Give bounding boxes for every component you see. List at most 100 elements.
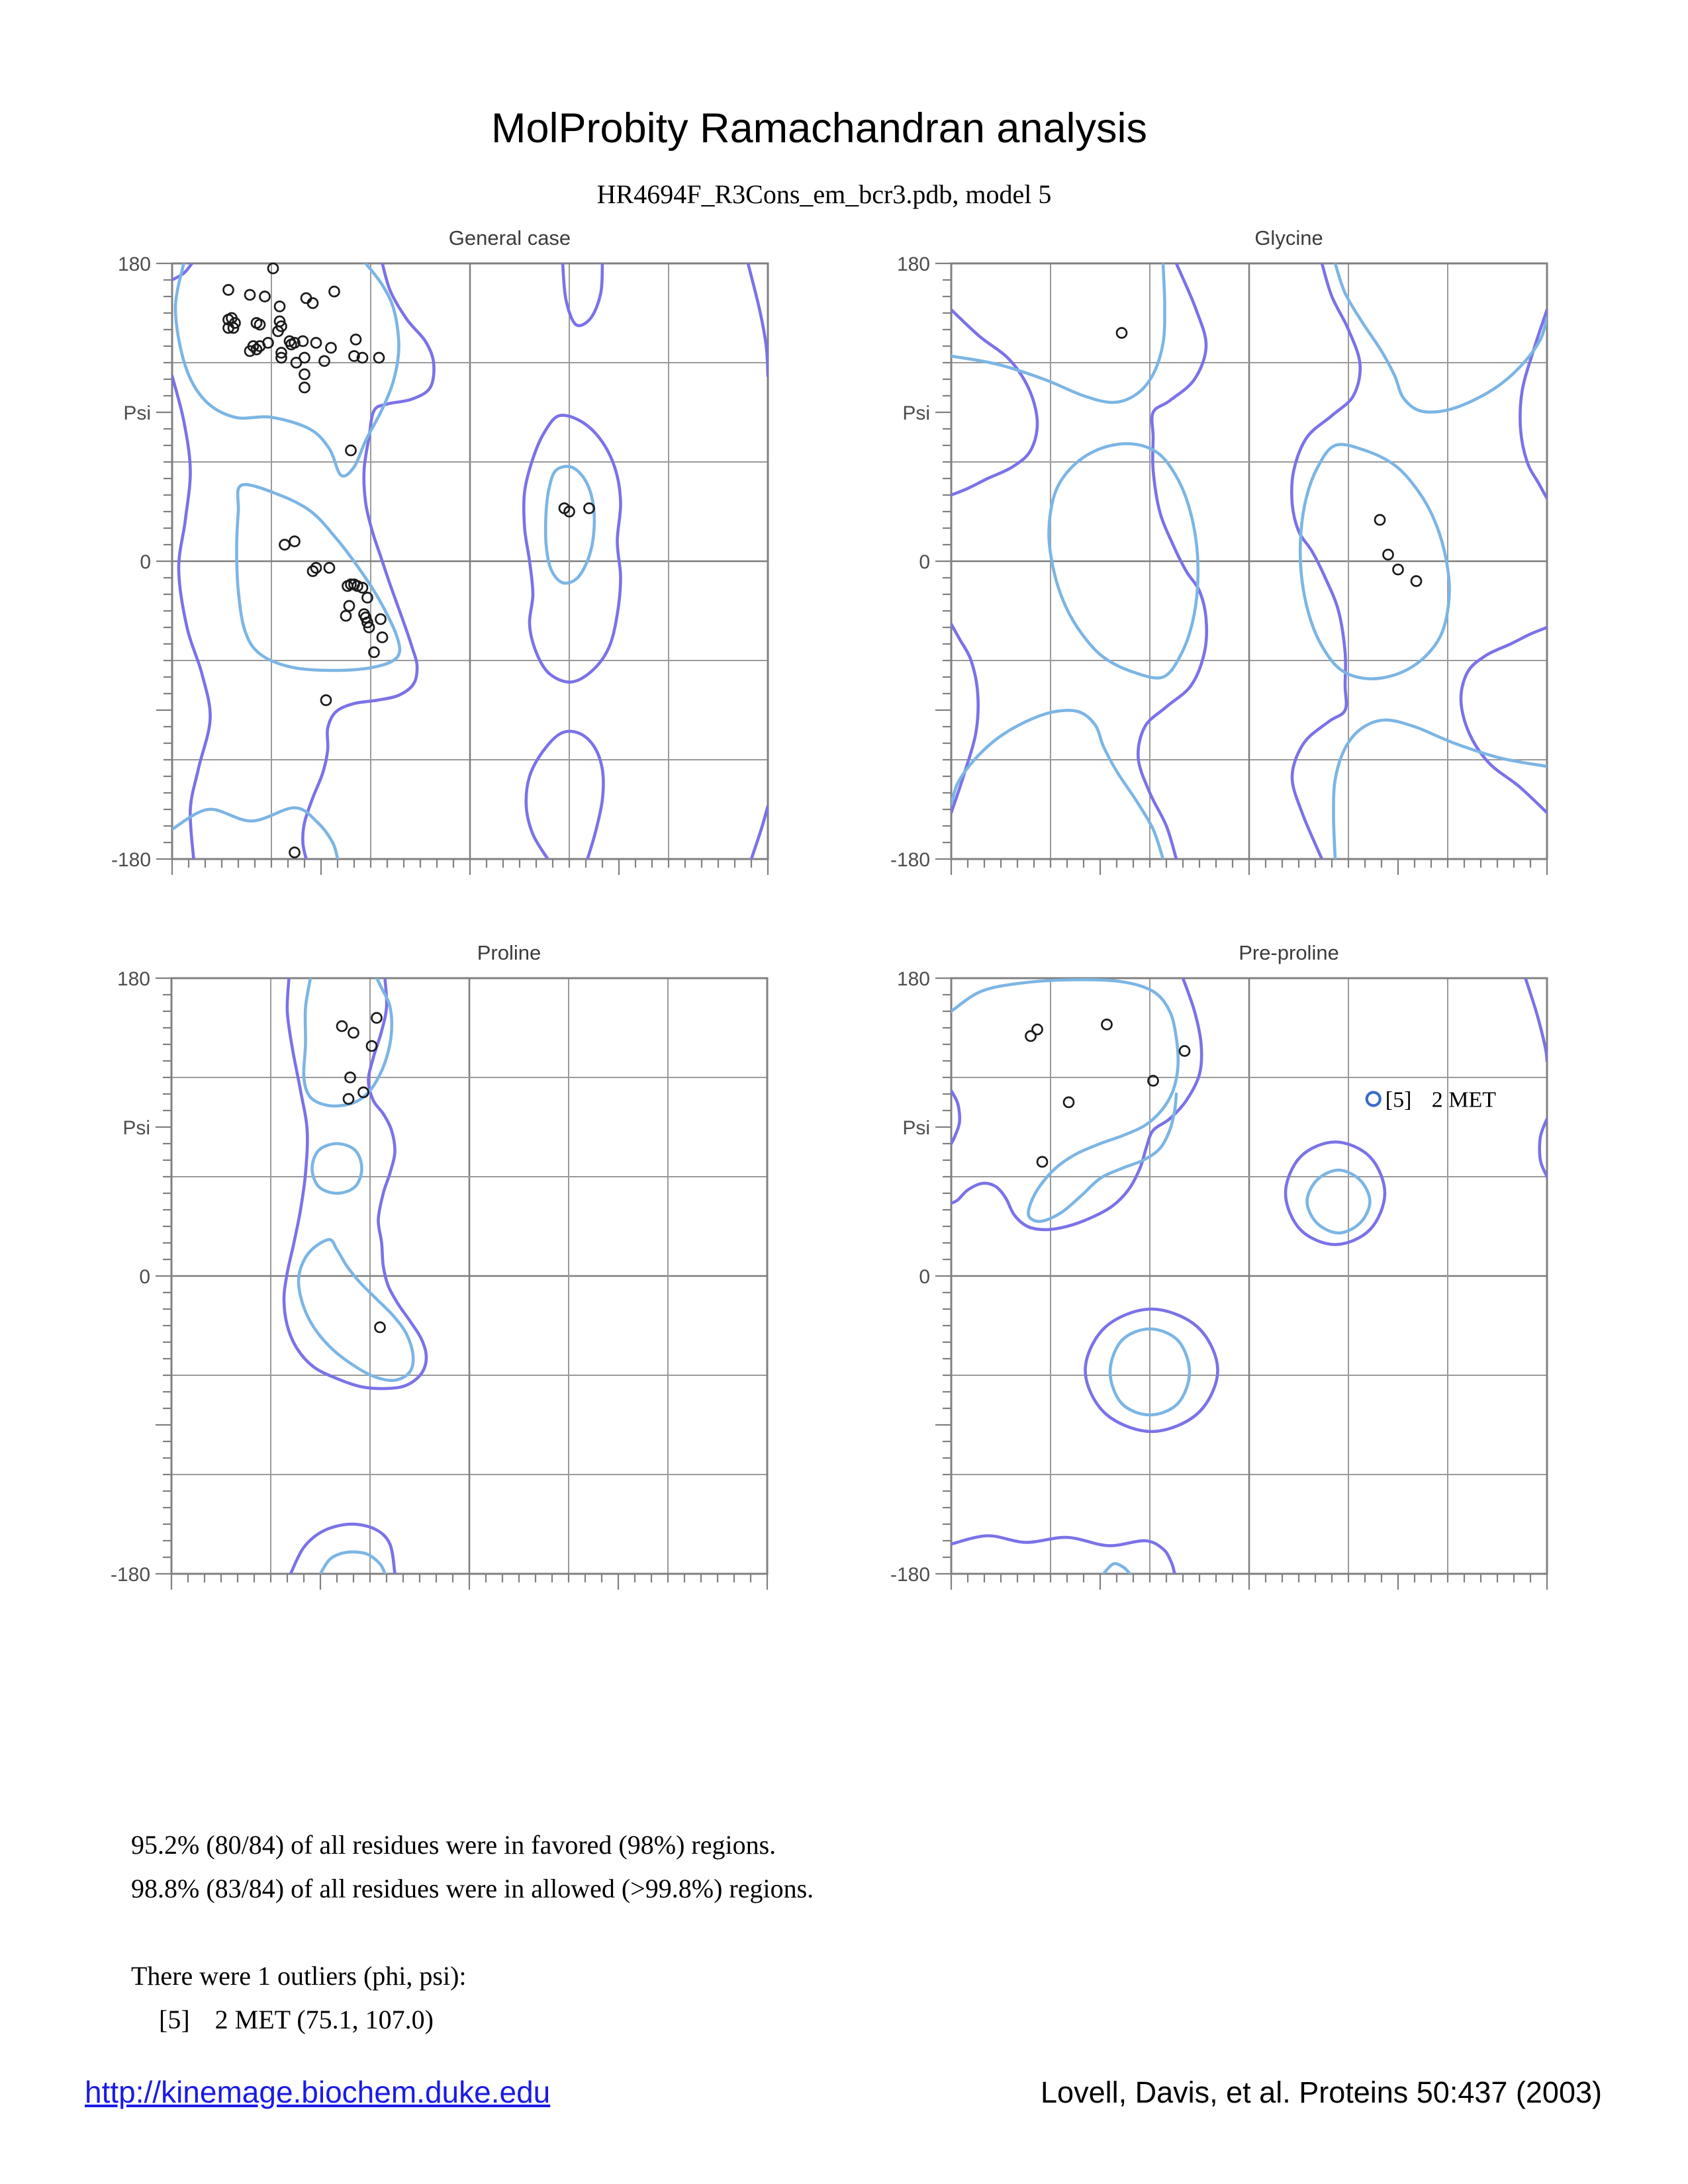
residue-point bbox=[289, 846, 301, 858]
residue-point bbox=[318, 355, 330, 367]
residue-point bbox=[275, 351, 287, 364]
residue-point bbox=[356, 582, 369, 594]
residue-point bbox=[350, 334, 362, 345]
y-tick-label: Psi bbox=[123, 402, 151, 424]
residue-point bbox=[345, 444, 357, 457]
y-tick-label: -180 bbox=[890, 1564, 930, 1586]
residue-point bbox=[222, 284, 234, 296]
residue-point bbox=[352, 580, 363, 592]
residue-point bbox=[1101, 1019, 1113, 1030]
contour-allowed bbox=[524, 729, 605, 859]
contour-favored bbox=[1298, 443, 1451, 680]
residue-point bbox=[375, 613, 387, 625]
contour-allowed bbox=[749, 804, 768, 859]
contour-allowed bbox=[301, 263, 436, 859]
residue-point bbox=[310, 337, 322, 349]
contour-favored bbox=[297, 1238, 415, 1383]
grid bbox=[951, 263, 1547, 859]
y-tick-label: 0 bbox=[919, 1266, 930, 1288]
residue-point bbox=[348, 1026, 359, 1039]
contour-favored bbox=[951, 709, 1165, 859]
residue-point bbox=[371, 1012, 383, 1024]
model-subtitle: HR4694F_R3Cons_em_bcr3.pdb, model 5 bbox=[596, 179, 1052, 209]
residue-point bbox=[299, 351, 310, 364]
y-tick-label: 0 bbox=[139, 1266, 150, 1288]
contour-allowed bbox=[172, 263, 194, 282]
residue-point bbox=[306, 297, 319, 309]
residue-point bbox=[299, 368, 310, 381]
contour-allowed bbox=[1284, 1140, 1387, 1246]
contour-favored bbox=[951, 263, 1166, 404]
grid bbox=[171, 978, 767, 1574]
residue-point bbox=[227, 322, 240, 334]
contour-favored bbox=[1332, 718, 1547, 859]
residue-point bbox=[247, 340, 259, 352]
residue-point bbox=[222, 322, 234, 334]
axis-ticks bbox=[156, 977, 769, 1590]
residue-point bbox=[267, 262, 279, 275]
residue-point bbox=[289, 535, 301, 547]
residue-point bbox=[1025, 1030, 1037, 1042]
axis-ticks bbox=[935, 262, 1548, 875]
allowed-stats-line: 98.8% (83/84) of all residues were in al… bbox=[131, 1874, 814, 1903]
residue-point bbox=[336, 1020, 348, 1032]
residue-point bbox=[374, 1321, 386, 1334]
residue-point bbox=[306, 565, 319, 577]
residue-point bbox=[1115, 327, 1128, 339]
contour-allowed bbox=[561, 263, 604, 328]
data-points bbox=[1025, 1019, 1191, 1168]
page-title: MolProbity Ramachandran analysis bbox=[491, 105, 1147, 152]
residue-point bbox=[254, 318, 266, 331]
plot-title: Glycine bbox=[1254, 226, 1323, 250]
residue-point bbox=[348, 350, 360, 362]
contour-favored bbox=[1305, 1168, 1372, 1235]
contour-allowed bbox=[951, 1089, 962, 1146]
residue-point bbox=[361, 592, 373, 604]
residue-point bbox=[254, 340, 266, 352]
kinemage-link[interactable]: http://kinemage.biochem.duke.edu bbox=[85, 2075, 551, 2109]
contour-favored bbox=[1102, 1562, 1132, 1574]
y-tick-label: Psi bbox=[902, 1117, 930, 1139]
residue-point bbox=[1036, 1156, 1049, 1168]
residue-point bbox=[361, 616, 373, 629]
contour-allowed bbox=[951, 308, 1039, 497]
contour-favored bbox=[1108, 1327, 1192, 1417]
residue-point bbox=[363, 621, 375, 633]
contour-allowed bbox=[172, 374, 212, 859]
residue-point bbox=[368, 646, 380, 659]
residue-point bbox=[356, 351, 369, 364]
contour-favored bbox=[1047, 442, 1200, 680]
contour-allowed bbox=[1289, 263, 1362, 859]
outlier-marker-label: 2 MET bbox=[1432, 1088, 1497, 1113]
plot-title: Pre-proline bbox=[1239, 941, 1339, 964]
residue-point bbox=[1031, 1023, 1043, 1036]
contour-favored bbox=[318, 1550, 387, 1574]
grid bbox=[172, 263, 768, 859]
contour-allowed bbox=[1524, 978, 1547, 1063]
contour-favored bbox=[543, 465, 596, 585]
residue-point bbox=[300, 292, 312, 304]
outliers-header: There were 1 outliers (phi, psi): bbox=[131, 1961, 467, 1991]
residue-point bbox=[343, 600, 355, 612]
contour-allowed bbox=[1519, 308, 1547, 500]
data-points bbox=[1115, 327, 1423, 587]
residue-point bbox=[340, 610, 352, 622]
y-tick-label: 180 bbox=[118, 253, 151, 275]
residue-point bbox=[273, 300, 286, 312]
axis-ticks bbox=[156, 262, 769, 875]
residue-point bbox=[373, 351, 385, 364]
y-tick-label: -180 bbox=[111, 849, 151, 871]
outlier-detail: 2 MET (75.1, 107.0) bbox=[214, 2005, 434, 2034]
residue-point bbox=[259, 291, 271, 302]
residue-point bbox=[345, 578, 357, 590]
contour-allowed bbox=[951, 978, 1203, 1232]
contour-allowed bbox=[282, 978, 428, 1390]
data-points bbox=[222, 262, 595, 858]
plot-pre-proline: [5]2 MET180Psi0-180-1800Phi180Pre-prolin… bbox=[888, 933, 1590, 1602]
